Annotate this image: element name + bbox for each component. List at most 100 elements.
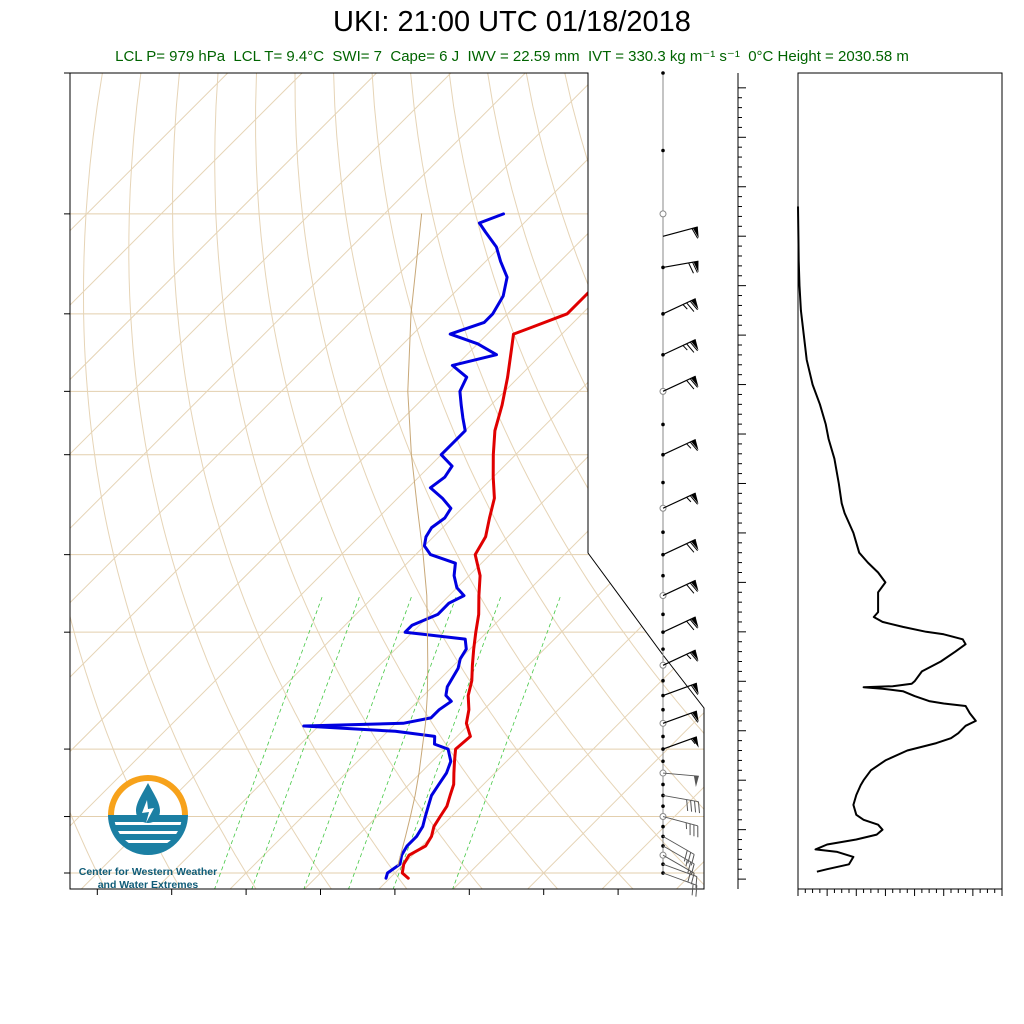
lightning-icon [142,800,154,823]
isotherm-line [70,73,675,678]
wind-barb-feather [686,543,695,553]
wind-barb-half [682,345,688,351]
isotherm-line [80,265,704,889]
wind-barb-staff [662,836,695,855]
wind-barb-flag [691,376,699,387]
wind-barb-staff [662,795,699,803]
logo-ring-bottom [108,815,188,855]
isotherm-line [70,73,452,455]
wind-barb-flag [691,616,699,628]
wind-barb-feather [689,541,698,551]
mixing-ratio-line [303,595,413,889]
wind-barb-flag [692,711,699,723]
wind-level-dot [661,422,665,427]
isotherm-line [70,73,303,306]
wind-level-dot [661,647,665,651]
wind-barb-feather [686,799,689,812]
dry-adiabat [0,73,30,890]
skew-t-profiles [302,212,704,880]
wind-barb-flag [693,261,699,273]
wind-barb-staff [662,816,698,827]
flux-panel [737,72,1003,896]
wind-barb-half [682,304,688,310]
wind-barb-flag [691,339,699,351]
wind-level-dot [661,782,665,787]
wind-barb-feather [689,619,698,629]
iwv-value: IWV = 22.59 mm [467,48,580,65]
wind-level-dot [661,530,665,535]
freezing-level: 0°C Height = 2030.58 m [748,48,909,65]
wind-barb-feather [687,871,692,883]
flux-border [797,72,1003,890]
wind-barb-feather [691,883,694,896]
dry-adiabat [70,811,106,889]
isotherm-line [70,73,377,381]
frame-mask [588,73,704,708]
wind-barb-half [686,653,692,660]
wind-barbs [659,71,700,897]
wind-level-dot [661,759,665,764]
wind-level-dot [661,678,665,683]
wind-barb-feather [683,850,688,862]
wind-level-dot [661,804,665,808]
parcel-path [397,213,429,867]
dry-adiabat [679,73,704,143]
dry-adiabat [719,73,1024,890]
wind-barb-feather [687,861,692,874]
skew-t-axes [64,72,619,895]
chart-subtitle: LCL P= 979 hPa LCL T= 9.4°C SWI= 7 Cape=… [0,47,1024,65]
wind-barb-feather [692,262,698,273]
mixing-ratio-line [251,595,361,889]
wind-level-dot [661,824,665,829]
isotherm-line [452,637,704,889]
wind-barb-feather [686,584,695,594]
dry-adiabat [448,73,704,658]
lcl-pressure: LCL P= 979 hPa [115,48,226,65]
wind-level-dot [661,480,665,485]
wind-barb-flag [691,439,699,451]
skew-t-background [0,73,1024,890]
cape-value: Cape= 6 J [390,48,460,65]
dry-adiabat [835,73,1024,890]
wind-barb-feather [687,852,692,864]
wind-barb-staff [662,710,698,724]
isotherm-line [154,339,704,889]
wind-barb-feather [691,228,699,239]
skew-t-border [69,72,705,890]
dry-adiabat [758,73,1024,890]
dry-adiabat [70,614,182,889]
skew-t-frame [69,72,705,890]
wind-level-dot [661,71,665,75]
wind-barb-flag [691,650,699,661]
lcl-temperature: LCL T= 9.4°C [233,48,325,65]
dry-adiabat [333,73,704,886]
wind-barb-feather [694,800,697,813]
wind-barb-feather [689,495,698,505]
wind-barb-half [686,443,692,449]
isotherm-line [70,73,601,604]
wind-level-dot [661,148,665,153]
wind-barb-feather [689,378,698,388]
wind-barb-flag [693,775,699,787]
wind-barb-feather [688,262,694,274]
isotherm-line [70,73,526,530]
mixing-ratio-line [452,595,562,889]
wind-level-dot [661,573,665,578]
dry-adiabat [255,73,559,889]
wind-barb-half [690,738,696,745]
wind-barb-feather [690,684,699,695]
isotherm-line [70,73,229,232]
logo-text-line1: Center for Western Weather [79,866,217,878]
wind-barb-feather [686,302,695,312]
wind-barb-feather [690,712,699,723]
wind-barb-staff [662,736,698,750]
wind-barb-flag [692,683,699,695]
ivt-value: IVT = 330.3 kg m⁻¹ s⁻¹ [587,48,740,65]
wind-barb-feather [690,863,695,876]
wind-barb-flag [692,736,699,748]
dry-adiabat [371,73,704,810]
chart-title: UKI: 21:00 UTC 01/18/2018 [333,6,691,38]
wind-barb-feather [689,582,698,592]
wind-level-open [659,210,667,218]
